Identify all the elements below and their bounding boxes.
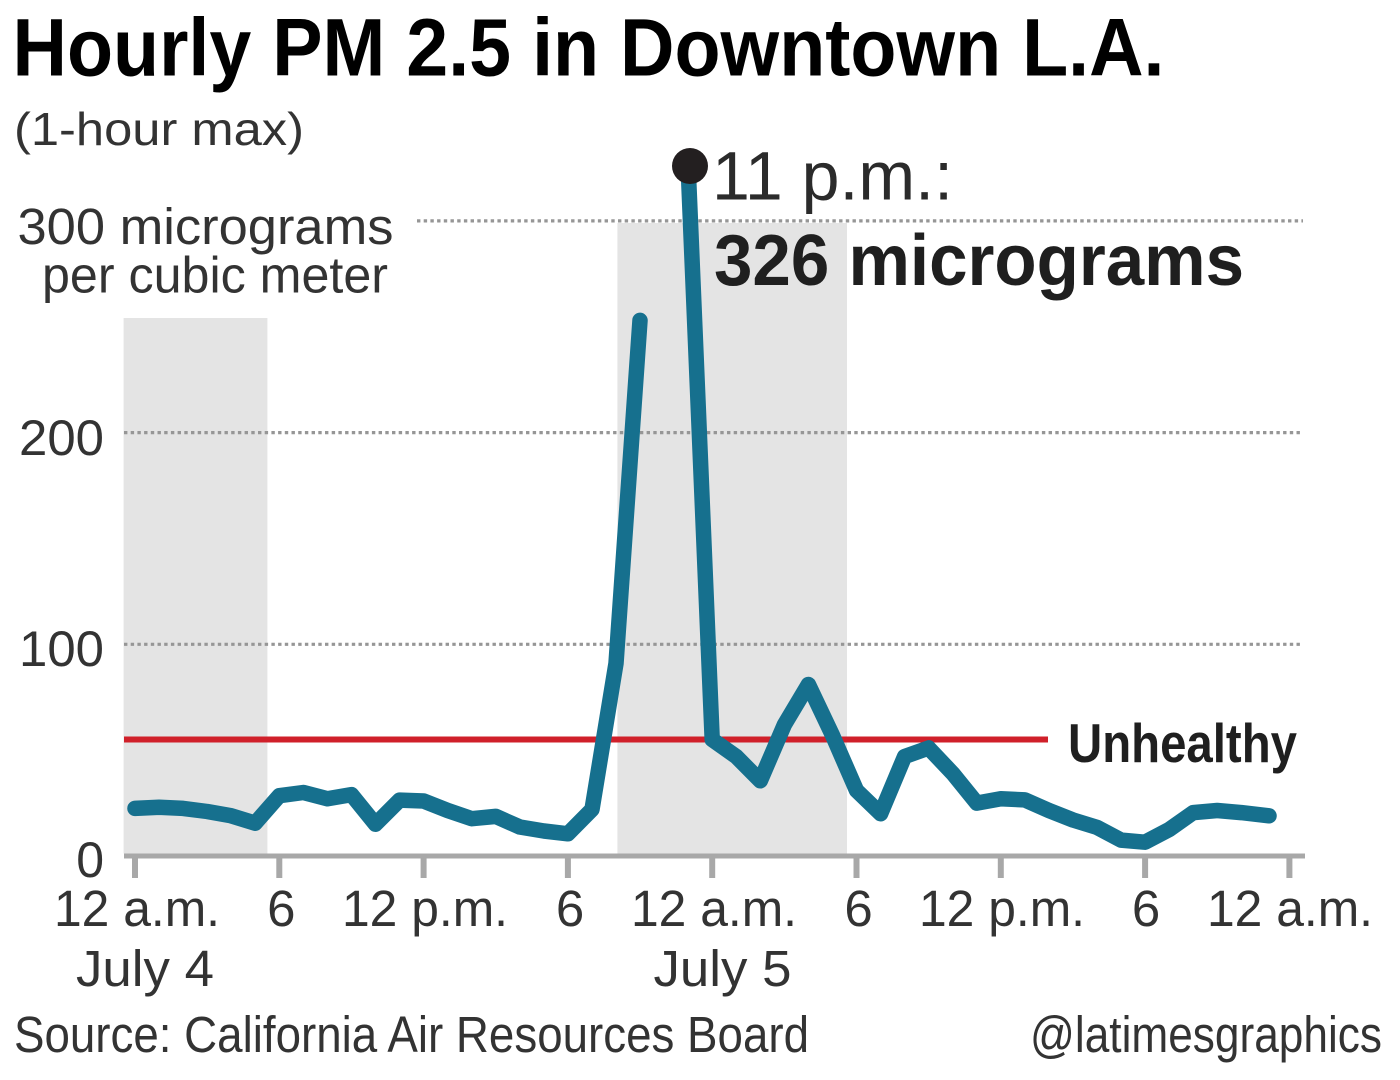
svg-text:6: 6 bbox=[844, 880, 872, 937]
svg-text:(1-hour max): (1-hour max) bbox=[14, 103, 304, 155]
svg-text:per cubic meter: per cubic meter bbox=[42, 247, 388, 304]
svg-text:Source: California Air Resourc: Source: California Air Resources Board bbox=[14, 1006, 809, 1063]
svg-text:12 p.m.: 12 p.m. bbox=[919, 880, 1085, 937]
svg-text:100: 100 bbox=[19, 621, 104, 677]
svg-text:300 micrograms: 300 micrograms bbox=[18, 198, 394, 255]
svg-text:11 p.m.:: 11 p.m.: bbox=[712, 138, 953, 215]
svg-text:July 4: July 4 bbox=[76, 940, 214, 997]
svg-text:6: 6 bbox=[267, 880, 295, 937]
svg-text:12 a.m.: 12 a.m. bbox=[1207, 880, 1373, 937]
svg-text:12 a.m.: 12 a.m. bbox=[631, 880, 797, 937]
svg-text:0: 0 bbox=[76, 832, 104, 888]
svg-text:July 5: July 5 bbox=[654, 940, 792, 997]
svg-text:12 a.m.: 12 a.m. bbox=[54, 880, 220, 937]
svg-text:Unhealthy: Unhealthy bbox=[1068, 712, 1297, 774]
svg-text:6: 6 bbox=[1132, 880, 1160, 937]
svg-text:Hourly PM 2.5 in Downtown L.A.: Hourly PM 2.5 in Downtown L.A. bbox=[13, 3, 1165, 94]
svg-text:200: 200 bbox=[19, 410, 104, 466]
svg-text:326 micrograms: 326 micrograms bbox=[714, 221, 1244, 301]
svg-text:6: 6 bbox=[556, 880, 584, 937]
svg-text:12 p.m.: 12 p.m. bbox=[342, 880, 508, 937]
svg-text:@latimesgraphics: @latimesgraphics bbox=[1030, 1006, 1382, 1063]
